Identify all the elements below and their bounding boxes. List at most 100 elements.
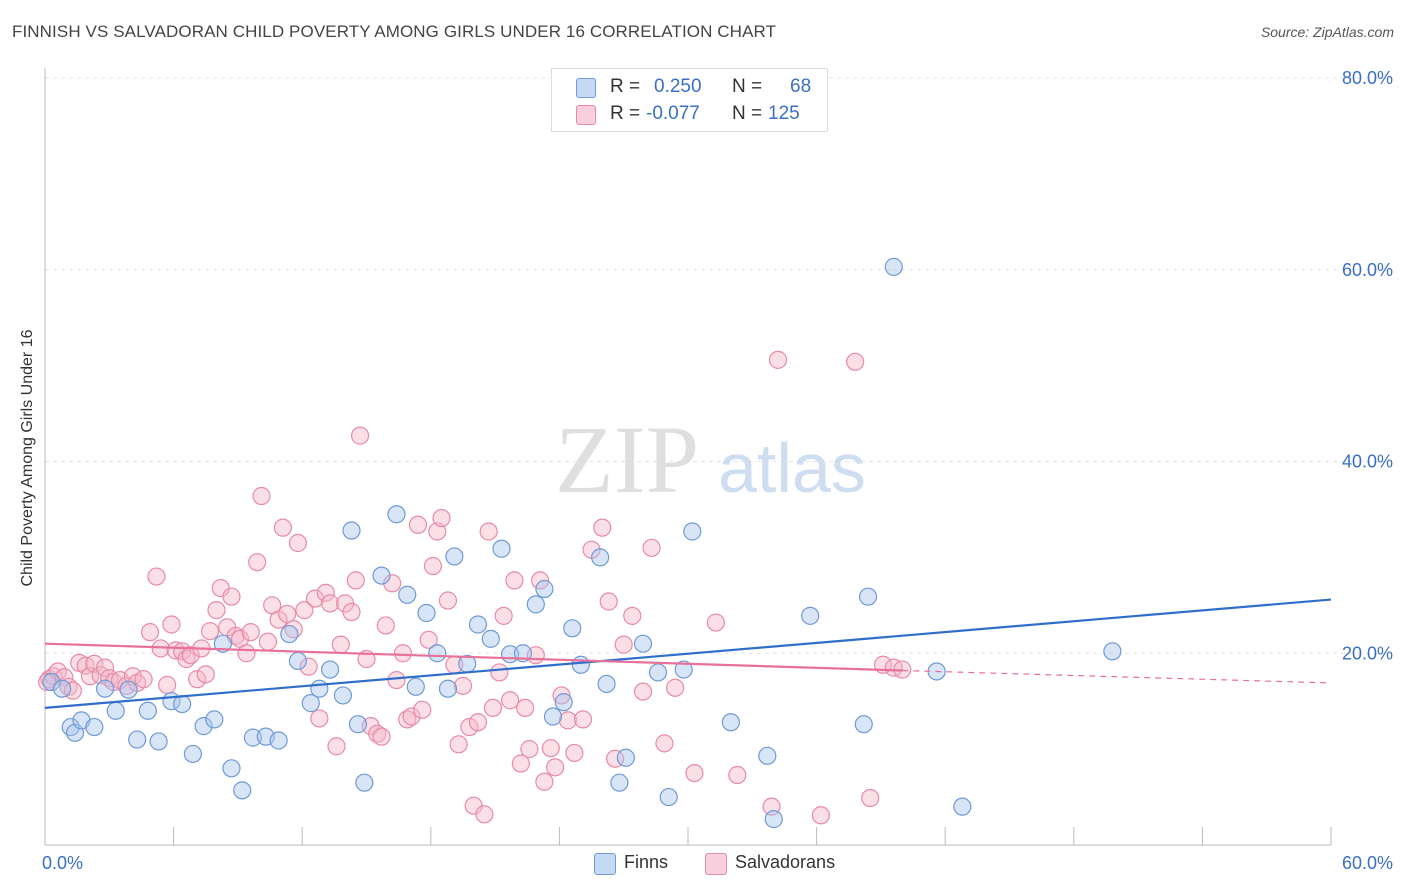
finns-n-label: N = <box>732 76 763 97</box>
salvadorans-point <box>546 758 565 777</box>
salvadorans-point <box>140 623 160 642</box>
finns-point <box>119 680 138 699</box>
salvadorans-point <box>449 735 468 754</box>
finns-points <box>42 257 1122 829</box>
salvadorans-point <box>162 615 181 634</box>
salvadorans-point <box>541 739 560 758</box>
chart-title: FINNISH VS SALVADORAN CHILD POVERTY AMON… <box>12 22 777 41</box>
finns-swatch <box>576 78 596 98</box>
salvadorans-n-value: 125 <box>768 103 800 124</box>
salvadorans-point <box>642 538 661 557</box>
salvadorans-point <box>565 743 584 763</box>
salvadorans-point <box>460 717 479 737</box>
salvadorans-point <box>372 727 391 746</box>
salvadorans-point <box>331 635 350 654</box>
finns-point <box>616 748 635 767</box>
finns-point <box>42 672 61 692</box>
salvadorans-point <box>520 740 539 759</box>
finns-n-value: 68 <box>790 76 812 97</box>
salvadorans-point <box>531 571 550 590</box>
salvadorans-point <box>846 352 865 371</box>
salvadorans-point <box>423 556 443 576</box>
finns-point <box>445 547 464 566</box>
x-tick-label: 60.0% <box>1342 853 1393 873</box>
salvadorans-point <box>273 518 293 537</box>
finns-point <box>554 693 573 712</box>
salvadorans-point <box>505 571 524 590</box>
salvadorans-point <box>408 515 428 534</box>
finns-point <box>858 587 878 606</box>
finns-point <box>953 797 972 816</box>
finns-point <box>138 701 157 720</box>
salvadorans-point <box>490 663 509 682</box>
salvadorans-point <box>432 508 451 528</box>
y-tick-label: 20.0% <box>1342 643 1393 663</box>
salvadorans-point <box>516 698 535 717</box>
salvadorans-n-label: N = <box>732 103 763 124</box>
salvadorans-point <box>237 644 256 663</box>
gridlines <box>45 77 1392 654</box>
salvadorans-legend-swatch <box>705 853 727 875</box>
finns-point <box>633 634 653 653</box>
finns-point <box>674 660 693 679</box>
finns-point <box>406 677 425 696</box>
finns-point <box>571 655 590 674</box>
salvadorans-point <box>501 691 520 710</box>
correlation-legend: R = 0.250 N = 68 R = -0.077 N = 125 <box>551 68 828 132</box>
salvadorans-point <box>222 587 241 606</box>
salvadorans-point <box>278 604 297 624</box>
finns-point <box>610 773 629 792</box>
salvadorans-point <box>811 806 830 825</box>
salvadorans-point <box>633 682 653 701</box>
salvadorans-point <box>342 602 361 622</box>
finns-point <box>269 731 288 750</box>
finns-point <box>95 679 115 698</box>
salvadorans-point <box>316 583 335 602</box>
finns-point <box>884 257 903 276</box>
salvadorans-point <box>376 616 395 635</box>
finns-point <box>387 505 406 524</box>
finns-point <box>149 732 168 751</box>
finns-point <box>492 539 511 558</box>
salvadorans-point <box>252 486 271 506</box>
watermark: ZIP atlas <box>555 406 866 513</box>
salvadorans-point <box>511 754 530 773</box>
finns-point <box>438 679 458 698</box>
salvadorans-point <box>200 622 220 641</box>
salvadorans-r-label: R = <box>610 103 641 124</box>
finns-point <box>85 717 104 737</box>
salvadorans-point <box>614 635 633 654</box>
salvadorans-point <box>479 522 498 541</box>
finns-point <box>243 728 263 747</box>
watermark-atlas: atlas <box>718 429 866 507</box>
salvadorans-point <box>258 632 278 651</box>
finns-point <box>288 651 308 671</box>
finns-point <box>128 730 147 749</box>
salvadorans-point <box>188 670 207 689</box>
finns-point <box>854 715 873 734</box>
watermark-zip: ZIP <box>555 406 699 513</box>
finns-point <box>597 674 616 694</box>
finns-point <box>683 522 702 541</box>
finns-point <box>280 624 299 644</box>
salvadorans-point <box>181 646 200 665</box>
finns-point <box>721 713 740 732</box>
finns-point <box>233 781 252 800</box>
trend-lines <box>44 598 1332 709</box>
salvadorans-point <box>310 709 329 728</box>
salvadorans-point <box>95 658 115 677</box>
finns-point <box>372 566 391 585</box>
salvadorans-point <box>599 592 618 611</box>
salvadorans-point <box>207 601 226 620</box>
finns-legend-swatch <box>594 853 616 875</box>
finns-point <box>333 686 353 705</box>
chart-source: Source: ZipAtlas.com <box>1260 24 1394 40</box>
salvadorans-point <box>387 670 406 690</box>
finns-point <box>320 660 340 679</box>
salvadorans-point <box>393 644 413 663</box>
axes <box>44 68 1332 846</box>
salvadorans-point <box>623 606 642 625</box>
salvadorans-point <box>438 591 458 610</box>
salvadorans-point <box>147 567 166 586</box>
salvadorans-point <box>402 707 421 726</box>
